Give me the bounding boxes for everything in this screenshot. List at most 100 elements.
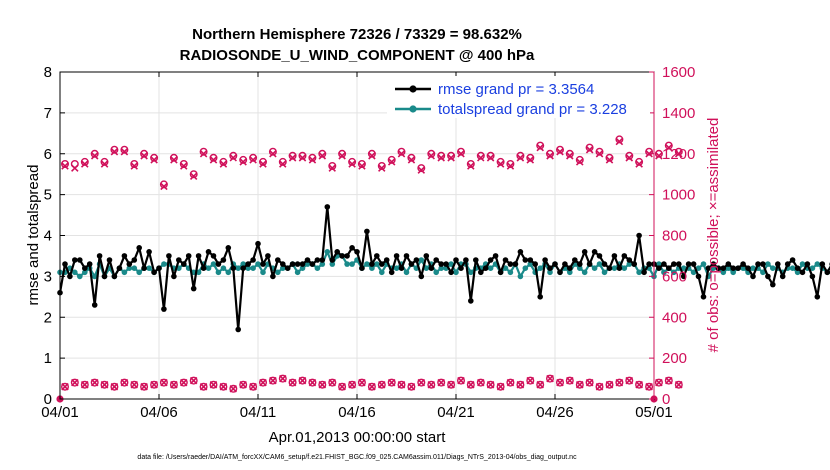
- y-tick-label: 7: [44, 105, 52, 122]
- rmse-point: [636, 232, 642, 239]
- obs-possible-marker: [110, 145, 119, 154]
- totalspread-point: [344, 261, 350, 267]
- obs-assimilated-marker-stroke: [427, 152, 435, 160]
- totalspread-point: [794, 269, 801, 276]
- obs-assimilated-marker: [170, 156, 178, 164]
- obs-possible-marker: [308, 153, 317, 162]
- obs-low-assimilated-marker-stroke: [110, 382, 119, 391]
- totalspread-point: [661, 269, 667, 276]
- obs-low-assimilated-marker: [467, 380, 475, 389]
- rmse-point: [611, 253, 618, 259]
- obs-assimilated-marker: [585, 145, 594, 154]
- totalspread-point: [710, 265, 717, 272]
- obs-low-assimilated-marker: [625, 376, 634, 385]
- rmse-point: [799, 269, 806, 276]
- obs-possible-marker: [189, 170, 198, 179]
- totalspread-point: [789, 265, 796, 272]
- obs-possible-marker: [259, 157, 268, 166]
- obs-low-assimilated-marker-stroke: [249, 382, 257, 391]
- obs-low-possible-marker: [625, 376, 634, 385]
- obs-low-possible-marker: [674, 380, 683, 389]
- totalspread-point: [161, 261, 167, 267]
- obs-low-assimilated-marker: [486, 380, 495, 389]
- obs-low-assimilated-marker: [328, 378, 336, 387]
- obs-low-assimilated-marker: [279, 374, 287, 383]
- obs-low-assimilated-marker-stroke: [219, 382, 228, 391]
- obs-assimilated-marker-stroke: [80, 160, 89, 168]
- obs-assimilated-marker-stroke: [368, 152, 376, 160]
- rmse-point: [586, 261, 593, 267]
- rmse-point: [577, 261, 583, 267]
- rmse-point: [794, 265, 801, 272]
- rmse-point: [329, 257, 336, 263]
- obs-low-assimilated-marker-stroke: [457, 376, 465, 385]
- obs-assimilated-marker-stroke: [61, 162, 69, 170]
- obs-possible-marker: [476, 151, 485, 160]
- totalspread-point: [314, 265, 321, 272]
- obs-low-assimilated-marker-stroke: [100, 380, 109, 389]
- totalspread-point: [433, 269, 440, 276]
- y-axis-label-right: # of obs: o=possible; ×=assimilated: [705, 118, 722, 353]
- rmse-point: [220, 257, 227, 263]
- obs-assimilated-marker: [199, 150, 208, 158]
- y-tick-label: 5: [44, 187, 52, 204]
- obs-low-assimilated-marker-stroke: [348, 380, 356, 389]
- obs-assimilated-marker: [328, 164, 336, 172]
- rmse-point: [487, 257, 494, 263]
- legend-marker-rmse: [409, 85, 417, 93]
- totalspread-point: [730, 269, 736, 276]
- obs-possible-marker: [377, 161, 386, 170]
- obs-assimilated-marker: [219, 160, 228, 168]
- obs-low-possible-marker: [357, 378, 366, 387]
- rmse-point: [255, 240, 261, 247]
- obs-assimilated-marker-stroke: [150, 156, 158, 164]
- obs-low-assimilated-marker: [239, 380, 247, 389]
- obs-low-possible-marker: [526, 376, 535, 385]
- obs-assimilated-marker-stroke: [496, 160, 505, 168]
- x-tick-label: 04/06: [140, 404, 178, 421]
- obs-low-assimilated-marker: [249, 382, 257, 391]
- rmse-point: [309, 261, 316, 267]
- obs-low-assimilated-marker-stroke: [308, 378, 317, 387]
- obs-assimilated-marker-stroke: [625, 154, 634, 162]
- legend-label-rmse: rmse grand pr = 3.3564: [438, 81, 594, 98]
- rmse-point: [240, 265, 246, 272]
- obs-assimilated-marker: [80, 160, 89, 168]
- obs-assimilated-marker-stroke: [486, 154, 495, 162]
- totalspread-point: [507, 269, 514, 276]
- obs-assimilated-marker: [496, 160, 505, 168]
- obs-low-assimilated-marker-stroke: [585, 378, 594, 387]
- obs-low-possible-marker: [476, 378, 485, 387]
- obs-low-possible-marker: [546, 374, 555, 383]
- obs-assimilated-marker-stroke: [665, 143, 673, 152]
- rmse-point: [745, 265, 751, 272]
- totalspread-point: [280, 265, 286, 272]
- rmse-point: [819, 261, 826, 267]
- rmse-point: [388, 269, 395, 276]
- obs-assimilated-marker-stroke: [298, 154, 307, 162]
- obs-assimilated-marker-stroke: [308, 156, 317, 164]
- rmse-point: [765, 273, 771, 280]
- rmse-point: [656, 265, 662, 272]
- obs-low-assimilated-marker-stroke: [625, 376, 634, 385]
- obs-low-possible-marker: [486, 380, 495, 389]
- rmse-point: [685, 261, 692, 267]
- obs-low-possible-marker: [61, 382, 70, 391]
- obs-low-assimilated-marker: [447, 380, 455, 389]
- totalspread-point: [215, 269, 222, 276]
- obs-assimilated-marker-stroke: [269, 150, 277, 158]
- totalspread-point: [502, 265, 509, 272]
- obs-assimilated-marker-stroke: [90, 152, 99, 160]
- y-right-tick-label: 1200: [662, 146, 695, 163]
- obs-low-possible-marker: [496, 382, 505, 391]
- obs-low-assimilated-marker: [437, 378, 445, 387]
- obs-assimilated-marker: [655, 152, 663, 160]
- totalspread-point: [299, 265, 306, 272]
- rmse-point: [473, 257, 479, 263]
- grid-layer: [59, 71, 655, 400]
- obs-assimilated-marker: [605, 156, 614, 164]
- totalspread-point: [374, 261, 380, 267]
- y-right-tick-label: 0: [662, 391, 670, 408]
- rmse-point: [809, 273, 816, 280]
- rmse-point: [126, 261, 133, 267]
